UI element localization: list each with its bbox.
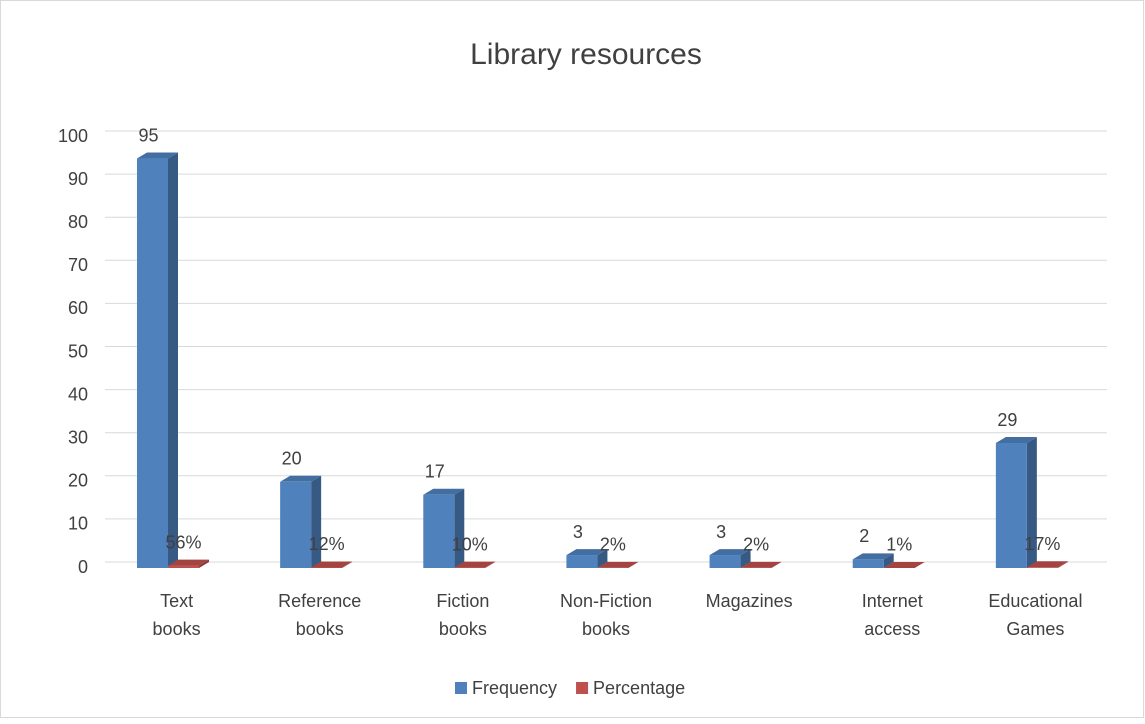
bar [137,159,168,568]
data-label: 1% [886,535,912,555]
bar [996,443,1027,568]
data-label: 3 [716,522,726,542]
bar [168,566,199,568]
y-tick-label: 60 [68,298,88,318]
chart-title: Library resources [470,38,702,71]
data-label: 3 [573,522,583,542]
bar-side [454,489,464,568]
data-label: 2% [743,535,769,555]
data-label: 2 [859,526,869,546]
y-tick-label: 0 [78,557,88,577]
x-tick-label: Magazines [706,591,793,611]
bar [423,495,454,568]
data-label: 2% [600,535,626,555]
bar [1027,567,1058,568]
legend-label: Frequency [472,678,557,698]
data-label: 56% [165,532,201,552]
bar [853,559,884,568]
y-tick-label: 10 [68,514,88,534]
y-tick-label: 20 [68,471,88,491]
bar [280,482,311,568]
data-label: 17 [425,461,445,481]
data-label: 29 [997,410,1017,430]
y-tick-label: 90 [68,169,88,189]
legend-swatch [576,682,588,694]
y-tick-label: 40 [68,384,88,404]
data-label: 95 [138,125,158,145]
bar [311,567,342,568]
bar-side [168,153,178,568]
legend-label: Percentage [593,678,685,698]
bar [710,555,741,568]
y-tick-label: 80 [68,212,88,232]
data-label: 10% [452,534,488,554]
bar [566,555,597,568]
y-tick-label: 100 [58,126,88,146]
y-tick-label: 30 [68,427,88,447]
data-label: 20 [282,449,302,469]
y-tick-label: 50 [68,341,88,361]
legend-swatch [455,682,467,694]
data-label: 17% [1024,534,1060,554]
y-tick-label: 70 [68,255,88,275]
data-label: 12% [309,534,345,554]
